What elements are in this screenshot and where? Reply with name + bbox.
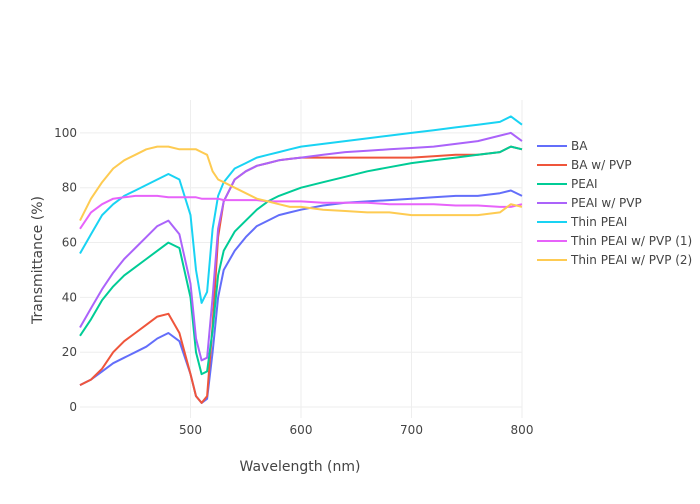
x-axis-ticks: 500 600 700 800 [179,423,533,437]
legend-label: PEAI [571,177,598,191]
y-tick-label: 60 [62,236,77,250]
y-axis-title: Transmittance (%) [30,196,46,325]
legend-item[interactable]: PEAI w/ PVP [537,196,642,210]
legend-label: Thin PEAI [570,215,627,229]
legend[interactable]: BA BA w/ PVP PEAI PEAI w/ PVP Thin PEAI Thin … [537,139,692,267]
series-line-4 [79,131,523,362]
legend-item[interactable]: BA [537,139,588,153]
y-tick-label: 40 [62,290,77,304]
plot-area [79,115,523,404]
legend-label: Thin PEAI w/ PVP (1) [570,234,692,248]
legend-label: BA [571,139,588,153]
x-tick-label: 600 [290,423,313,437]
legend-label: BA w/ PVP [571,158,632,172]
x-tick-label: 500 [179,423,202,437]
legend-label: Thin PEAI w/ PVP (2) [570,253,692,267]
legend-item[interactable]: Thin PEAI [537,215,627,229]
y-tick-label: 20 [62,345,77,359]
y-tick-label: 100 [54,126,77,140]
legend-item[interactable]: Thin PEAI w/ PVP (2) [537,253,692,267]
legend-item[interactable]: PEAI [537,177,598,191]
legend-item[interactable]: BA w/ PVP [537,158,632,172]
series-line-5 [79,115,523,304]
x-tick-label: 700 [400,423,423,437]
x-tick-label: 800 [511,423,534,437]
legend-label: PEAI w/ PVP [571,196,642,210]
y-tick-label: 80 [62,181,77,195]
x-axis-title: Wavelength (nm) [240,459,361,475]
legend-item[interactable]: Thin PEAI w/ PVP (1) [537,234,692,248]
y-axis-ticks: 0 20 40 60 80 100 [54,126,77,414]
series-line-1 [79,189,523,404]
series-line-6 [79,194,523,230]
y-tick-label: 0 [69,400,77,414]
series-line-3 [79,145,523,376]
series-line-7 [79,145,523,222]
